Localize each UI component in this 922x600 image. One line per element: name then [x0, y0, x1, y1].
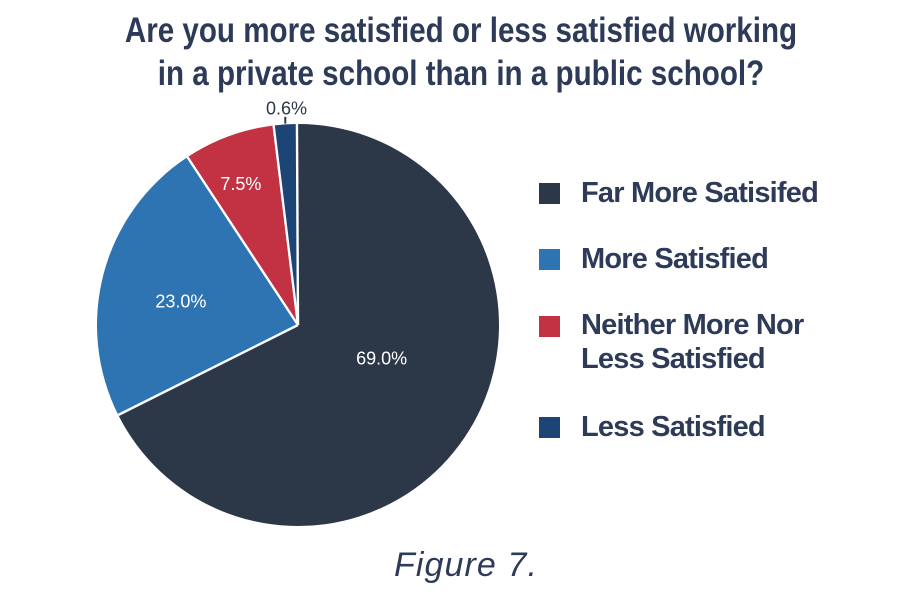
- svg-text:0.6%: 0.6%: [266, 99, 307, 119]
- svg-text:23.0%: 23.0%: [155, 292, 206, 312]
- svg-text:7.5%: 7.5%: [220, 174, 261, 194]
- svg-text:69.0%: 69.0%: [356, 349, 407, 369]
